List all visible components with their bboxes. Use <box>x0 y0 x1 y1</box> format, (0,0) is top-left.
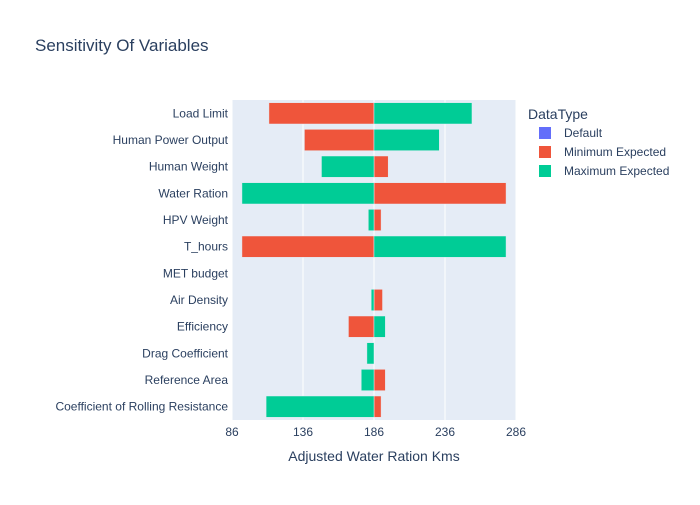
chart-title: Sensitivity Of Variables <box>35 36 209 55</box>
y-tick-label-hpv-weight: HPV Weight <box>163 213 229 227</box>
legend-label-default[interactable]: Default <box>564 126 603 140</box>
bar-minimum-expected-air-density <box>373 289 383 311</box>
y-tick-label-t-hours: T_hours <box>184 240 228 254</box>
bar-minimum-expected-reference-area <box>373 369 386 391</box>
y-tick-label-air-density: Air Density <box>170 293 228 307</box>
legend-label-maximum-expected[interactable]: Maximum Expected <box>564 164 669 178</box>
y-tick-label-load-limit: Load Limit <box>173 106 229 120</box>
bar-maximum-expected-water-ration <box>241 182 375 205</box>
y-tick-label-reference-area: Reference Area <box>145 373 229 387</box>
bar-minimum-expected-water-ration <box>373 182 507 205</box>
legend-title: DataType <box>528 106 588 122</box>
bar-minimum-expected-t-hours <box>241 235 375 258</box>
y-tick-label-human-power-output: Human Power Output <box>113 133 229 147</box>
legend-swatch-maximum-expected[interactable] <box>539 165 551 177</box>
bar-minimum-expected-coefficient-of-rolling-resistance <box>373 395 382 418</box>
legend-swatch-minimum-expected[interactable] <box>539 146 551 158</box>
bar-maximum-expected-t-hours <box>373 235 507 258</box>
bar-minimum-expected-human-weight <box>373 155 389 178</box>
y-tick-label-human-weight: Human Weight <box>149 160 229 174</box>
y-tick-label-efficiency: Efficiency <box>177 320 228 334</box>
bar-maximum-expected-hpv-weight <box>368 209 375 231</box>
x-tick-label: 236 <box>435 425 455 439</box>
x-gridlines <box>231 100 517 420</box>
legend-label-minimum-expected[interactable]: Minimum Expected <box>564 145 666 159</box>
bar-maximum-expected-drag-coefficient <box>366 342 375 365</box>
y-axis-tick-labels: Load Limit Human Power Output Human Weight… <box>55 106 228 413</box>
legend-swatch-default[interactable] <box>539 127 551 139</box>
bar-maximum-expected-air-density <box>370 289 375 311</box>
bars <box>241 102 507 418</box>
x-axis-tick-labels: 86 136 186 236 286 <box>225 425 526 439</box>
bar-maximum-expected-human-power-output <box>373 129 440 151</box>
bar-maximum-expected-reference-area <box>360 369 375 391</box>
x-tick-label: 186 <box>364 425 384 439</box>
x-tick-label: 136 <box>293 425 313 439</box>
bar-maximum-expected-human-weight <box>321 155 375 178</box>
y-tick-label-drag-coefficient: Drag Coefficient <box>142 346 228 360</box>
y-tick-label-met-budget: MET budget <box>163 266 229 280</box>
bar-minimum-expected-hpv-weight <box>373 209 382 231</box>
bar-minimum-expected-human-power-output <box>304 129 375 151</box>
bar-maximum-expected-efficiency <box>373 315 386 338</box>
y-tick-label-coefficient-of-rolling-resistance: Coefficient of Rolling Resistance <box>55 400 228 414</box>
x-axis-title: Adjusted Water Ration Kms <box>288 448 459 464</box>
bar-minimum-expected-efficiency <box>348 315 375 338</box>
x-tick-label: 86 <box>225 425 239 439</box>
bar-maximum-expected-load-limit <box>373 102 473 125</box>
y-tick-label-water-ration: Water Ration <box>158 186 228 200</box>
legend: DataType Default Minimum Expected Maximum … <box>528 106 669 178</box>
bar-maximum-expected-coefficient-of-rolling-resistance <box>265 395 375 418</box>
bar-minimum-expected-load-limit <box>268 102 375 125</box>
x-tick-label: 286 <box>506 425 526 439</box>
